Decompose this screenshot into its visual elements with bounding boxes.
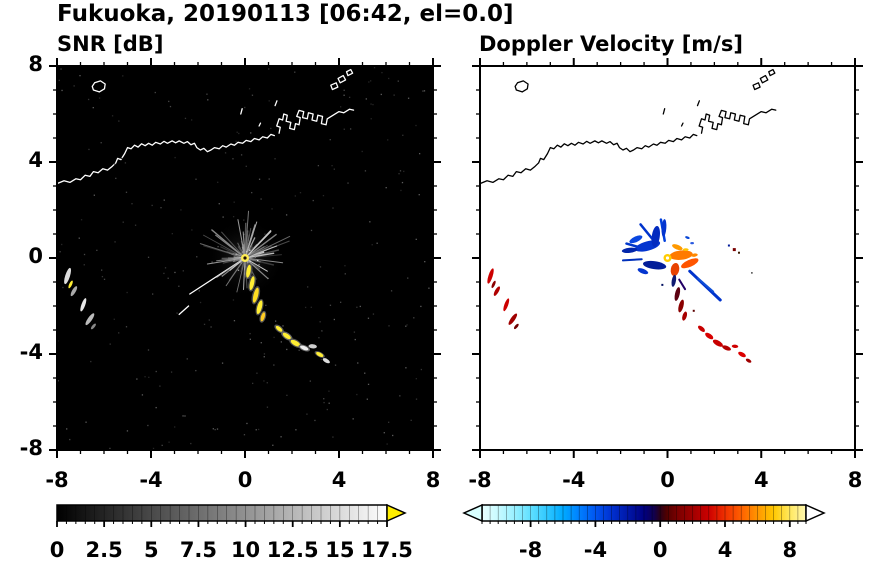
doppler-panel-title: Doppler Velocity [m/s] (479, 32, 743, 56)
snr-panel-title: SNR [dB] (57, 32, 164, 56)
doppler-colorbar (462, 503, 826, 527)
figure-title: Fukuoka, 20190113 [06:42, el=0.0] (57, 1, 514, 27)
snr-panel (49, 58, 441, 458)
doppler-panel (472, 58, 863, 458)
snr-colorbar (56, 503, 407, 527)
